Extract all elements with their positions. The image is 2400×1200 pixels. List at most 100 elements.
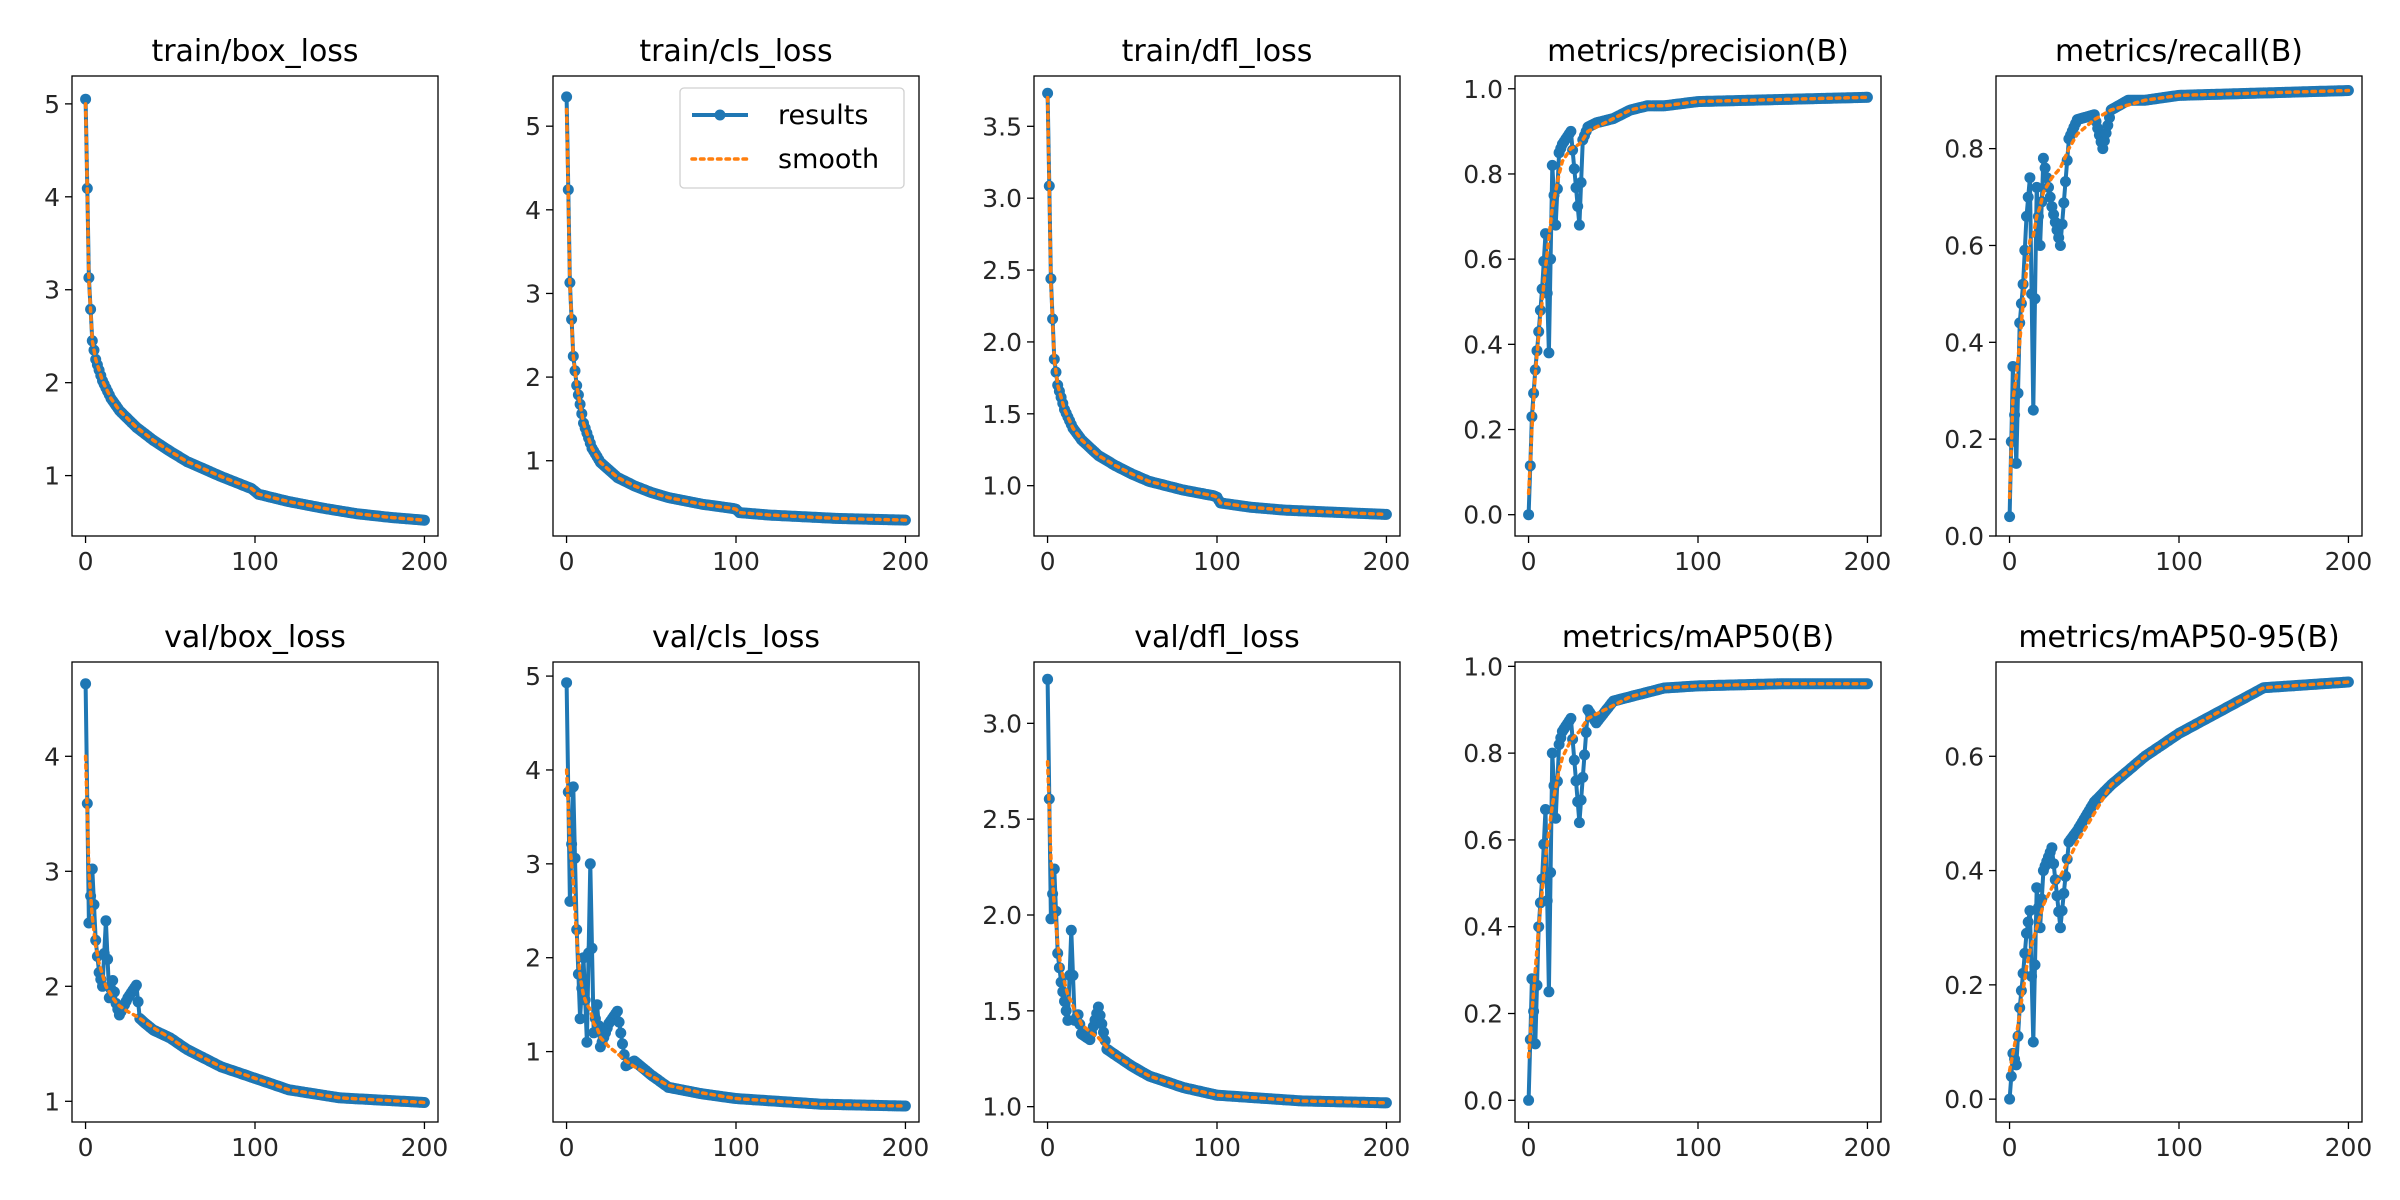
y-tick-label: 5 [525, 662, 541, 691]
x-tick-label: 0 [559, 1133, 575, 1162]
results-marker [1546, 159, 1558, 171]
results-marker [1092, 1001, 1104, 1013]
plot-area [80, 678, 430, 1108]
x-tick-label: 200 [401, 1133, 449, 1162]
x-tick-label: 0 [1040, 1133, 1056, 1162]
results-marker [2021, 927, 2032, 939]
plot-area [1042, 87, 1392, 520]
y-tick-label: 5 [525, 112, 541, 141]
y-tick-label: 2.0 [982, 901, 1022, 930]
y-tick-label: 0.4 [1944, 857, 1984, 886]
results-marker [2017, 278, 2029, 290]
chart-title: val/dfl_loss [1134, 620, 1299, 655]
y-tick-label: 0.0 [1463, 501, 1503, 530]
results-marker [1528, 387, 1540, 399]
y-tick-label: 4 [525, 756, 541, 785]
legend: results smooth [679, 87, 905, 189]
results-marker [1048, 353, 1060, 365]
results-marker [132, 996, 144, 1008]
smooth-line [2007, 88, 2351, 500]
results-marker [2027, 1036, 2039, 1048]
results-marker [2022, 191, 2034, 203]
y-tick-label: 0.8 [1463, 739, 1503, 768]
results-marker [1523, 1094, 1535, 1106]
results-marker [567, 781, 579, 793]
results-marker [1551, 775, 1563, 787]
results-marker [1573, 219, 1585, 231]
axes-frame [1514, 75, 1882, 537]
axes-frame [1033, 75, 1401, 537]
results-marker [1065, 924, 1077, 936]
y-tick-label: 0.4 [1944, 328, 1984, 357]
results-line [83, 683, 425, 1105]
results-marker [1529, 1038, 1541, 1050]
results-marker [1575, 794, 1587, 806]
x-tick-label: 100 [2155, 547, 2203, 576]
axes-frame [1033, 661, 1401, 1123]
results-marker [2031, 882, 2043, 894]
results-marker [566, 313, 578, 325]
subplot-metrics-map50-b: metrics/mAP50(B) 0 100 200 0.0 0.2 0.4 0.6 0.8 1.… [1463, 620, 1891, 1162]
y-tick-label: 1.0 [982, 1093, 1022, 1122]
results-marker [2022, 916, 2034, 928]
chart-title: metrics/precision(B) [1547, 34, 1849, 69]
y-tick-label: 1.0 [982, 472, 1022, 501]
y-tick-label: 0.2 [1944, 971, 1984, 1000]
subplot-metrics-precision-b: metrics/precision(B) 0 100 200 0.0 0.2 0.4 0.6 0… [1463, 34, 1891, 576]
smooth-line [1045, 759, 1389, 1105]
smooth-line [2007, 680, 2351, 1073]
results-marker [574, 1013, 586, 1025]
results-marker [2021, 210, 2032, 222]
x-tick-label: 100 [712, 1133, 760, 1162]
results-marker [1523, 509, 1535, 521]
y-tick-label: 0.0 [1944, 522, 1984, 551]
plot-area [2004, 85, 2354, 523]
x-tick-label: 0 [1521, 1133, 1537, 1162]
results-marker [591, 999, 603, 1011]
smooth-line [83, 102, 427, 522]
results-marker [1550, 812, 1562, 824]
results-marker [2031, 181, 2043, 193]
plot-area [2004, 676, 2354, 1105]
results-marker [581, 1036, 593, 1048]
smooth-line [564, 107, 908, 522]
results-marker [418, 514, 430, 526]
smooth-line [83, 754, 427, 1105]
chart-title: val/cls_loss [652, 620, 820, 655]
y-tick-label: 2 [525, 363, 541, 392]
results-marker [2046, 842, 2058, 854]
results-marker [584, 858, 596, 870]
results-marker [2043, 181, 2054, 193]
y-tick-label: 0.0 [1944, 1085, 1984, 1114]
results-marker [899, 1100, 911, 1112]
results-marker [2058, 197, 2070, 209]
chart-title: metrics/mAP50(B) [1562, 620, 1834, 655]
results-line [2007, 88, 2349, 517]
subplot-metrics-map50-95-b: metrics/mAP50-95(B) 0 100 200 0.0 0.2 0.4 0.6 [1944, 620, 2372, 1162]
results-marker [1565, 712, 1577, 724]
y-tick-label: 0.6 [1463, 245, 1503, 274]
legend-results-label: results [778, 100, 868, 131]
x-tick-label: 100 [1193, 1133, 1241, 1162]
subplot-metrics-recall-b: metrics/recall(B) 0 100 200 0.0 0.2 0.4 0.6 0.8 [1944, 34, 2372, 576]
y-tick-label: 1.0 [1463, 652, 1503, 681]
x-tick-label: 200 [1363, 1133, 1411, 1162]
results-marker [1380, 1097, 1392, 1109]
x-tick-label: 0 [2002, 547, 2018, 576]
results-marker [2044, 191, 2056, 203]
results-line [1526, 681, 1868, 1101]
results-marker [2039, 162, 2051, 174]
results-marker [1098, 1026, 1109, 1038]
subplot-train-box-loss: train/box_loss 0 100 200 1 2 3 4 5 [44, 34, 448, 576]
results-marker [1543, 347, 1555, 359]
results-marker [2048, 858, 2060, 870]
results-marker [2004, 1093, 2016, 1105]
results-line [83, 99, 425, 523]
results-marker [100, 915, 112, 927]
results-marker [1042, 673, 1054, 685]
y-tick-label: 4 [44, 183, 60, 212]
x-tick-label: 0 [1040, 547, 1056, 576]
results-marker [1577, 771, 1589, 783]
plot-area [1523, 91, 1873, 521]
plot-area [561, 677, 911, 1112]
